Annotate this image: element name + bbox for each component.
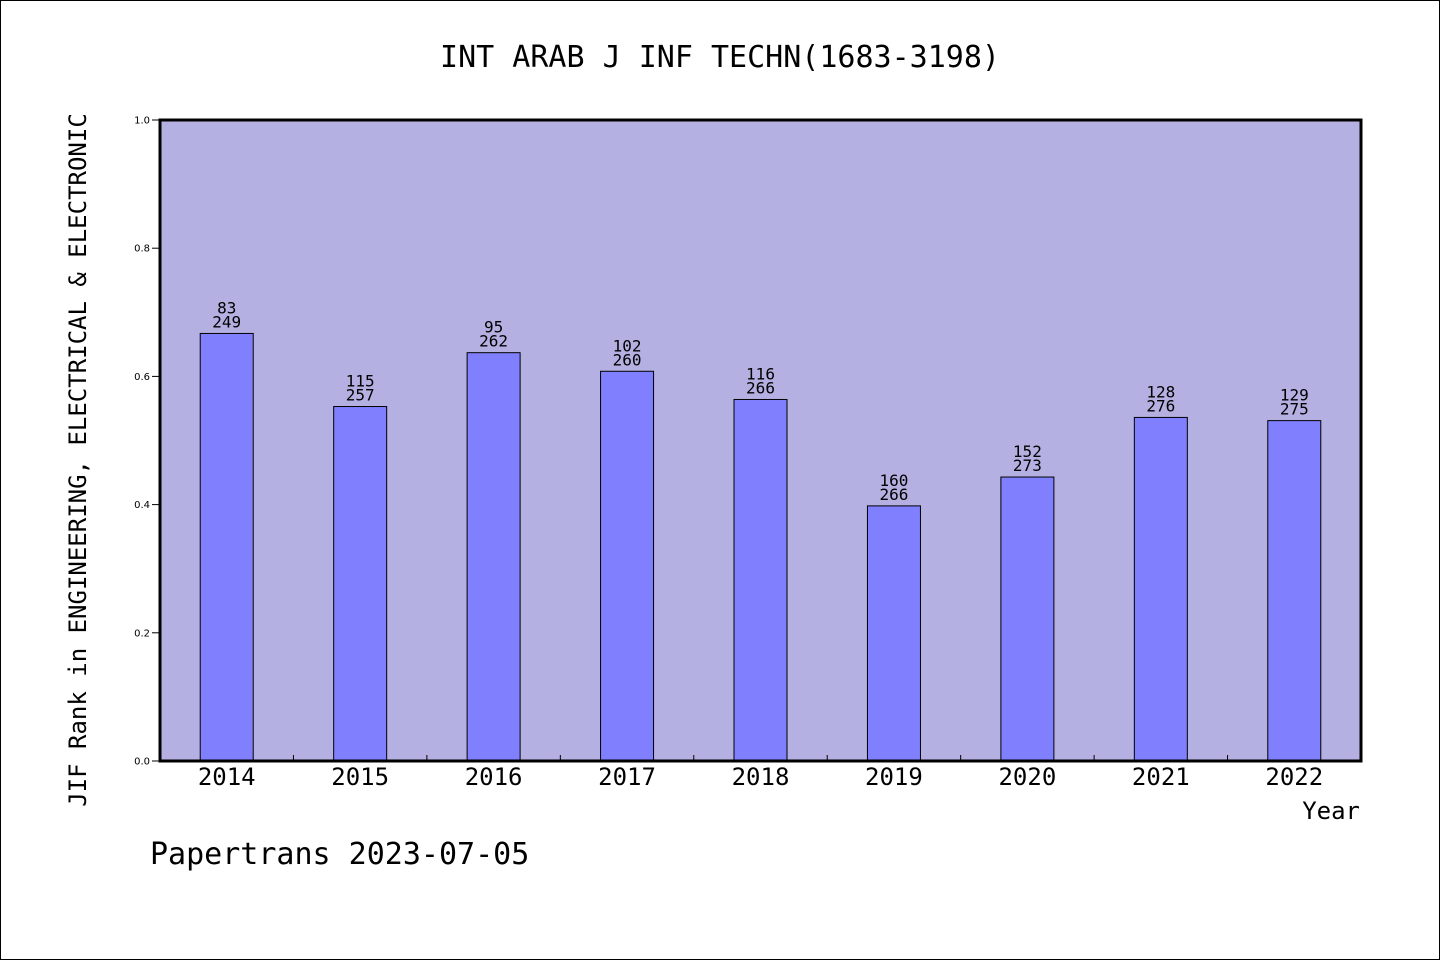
- bar-rank-label: 116: [746, 364, 775, 383]
- y-tick-label: 0.2: [134, 628, 150, 639]
- bar-total-label: 262: [479, 332, 508, 351]
- bar-2022: [1267, 420, 1322, 762]
- bar-total-label: 257: [346, 386, 375, 405]
- x-tick-label: 2019: [865, 763, 923, 791]
- credit-text: Papertrans 2023-07-05: [150, 837, 529, 872]
- y-axis: 0.0 0.2 0.4 0.6 0.8 1.0: [134, 116, 160, 768]
- bar-rank-label: 115: [346, 372, 375, 391]
- bar-rank-label: 152: [1013, 442, 1042, 461]
- bar-total-label: 275: [1280, 400, 1309, 419]
- bar-total-label: 266: [879, 485, 908, 504]
- bar-total-label: 276: [1146, 396, 1175, 415]
- x-axis: 2014 2015 2016 2017 2018 2019 2020 2021 2022: [198, 755, 1323, 791]
- x-tick-label: 2017: [598, 763, 656, 791]
- bar-total-label: 266: [746, 378, 775, 397]
- bar-2015: [333, 406, 388, 762]
- y-tick-label: 1.0: [134, 116, 150, 127]
- x-tick-label: 2018: [732, 763, 790, 791]
- bar-2014: [199, 332, 254, 762]
- bar-rank-label: 128: [1146, 382, 1175, 401]
- bar-rank-label: 160: [879, 471, 908, 490]
- bar-2018: [733, 398, 788, 762]
- y-tick-label: 0.4: [134, 500, 150, 511]
- x-tick-label: 2022: [1265, 763, 1323, 791]
- bar-total-label: 249: [212, 312, 241, 331]
- x-tick-label: 2016: [465, 763, 523, 791]
- y-tick-label: 0.8: [134, 244, 150, 255]
- bar-rank-label: 95: [484, 318, 503, 337]
- bar-2020: [1000, 476, 1055, 762]
- bar-2021: [1133, 416, 1188, 762]
- x-tick-label: 2014: [198, 763, 256, 791]
- bar-2016: [466, 352, 521, 762]
- bar-rank-label: 83: [217, 298, 236, 317]
- x-axis-label: Year: [1302, 797, 1360, 825]
- y-axis-label: JIF Rank in ENGINEERING, ELECTRICAL & EL…: [64, 113, 92, 807]
- y-tick-label: 0.0: [134, 757, 150, 768]
- y-tick-label: 0.6: [134, 372, 150, 383]
- plot-border: [158, 118, 1363, 763]
- bar-total-label: 273: [1013, 456, 1042, 475]
- bar-rank-label: 102: [613, 336, 642, 355]
- x-tick-label: 2015: [331, 763, 389, 791]
- x-tick-label: 2020: [998, 763, 1056, 791]
- bar-rank-label: 129: [1280, 386, 1309, 405]
- bar-total-label: 260: [613, 350, 642, 369]
- x-tick-label: 2021: [1132, 763, 1190, 791]
- chart-title: INT ARAB J INF TECHN(1683-3198): [440, 40, 1000, 75]
- bar-2017: [600, 370, 655, 762]
- bar-2019: [866, 505, 921, 762]
